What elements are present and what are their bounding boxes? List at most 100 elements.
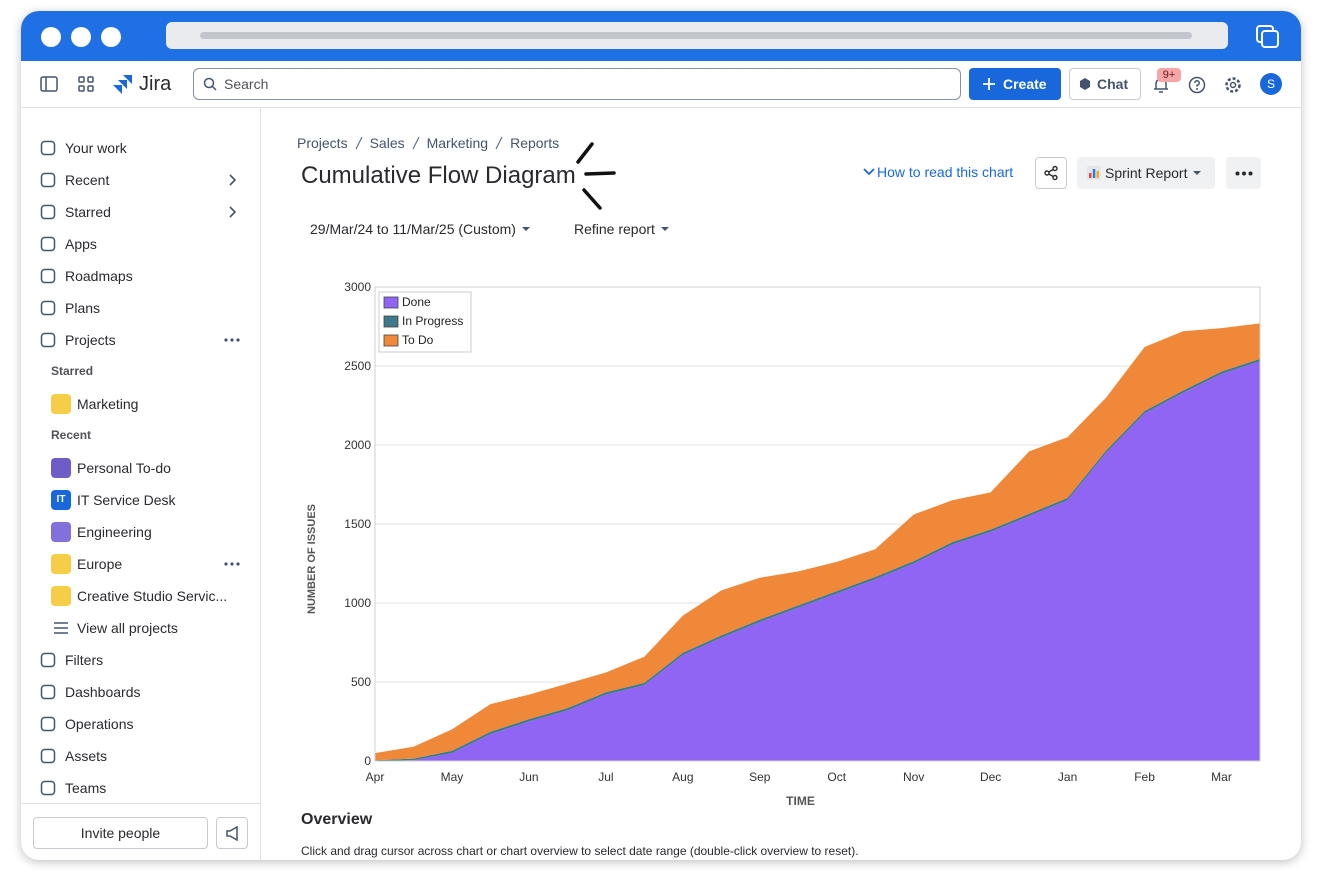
more-dot	[224, 562, 228, 566]
jira-logo[interactable]	[112, 73, 134, 95]
breadcrumb[interactable]: Marketing	[426, 135, 489, 151]
chevron-down	[863, 168, 875, 176]
avatar[interactable]: S	[1260, 73, 1282, 95]
create-button[interactable]: Create	[969, 68, 1061, 100]
more-dot	[236, 562, 240, 566]
y-tick-label: 500	[351, 675, 371, 689]
sidebar-item[interactable]: View all projects	[77, 620, 178, 636]
nav-icon-shape	[40, 780, 56, 796]
refine-text: Refine report	[574, 221, 655, 237]
url-bar[interactable]	[166, 22, 1228, 49]
help-icon[interactable]	[1188, 76, 1206, 94]
nav-icon-shape	[40, 332, 56, 348]
x-tick-label: Feb	[1134, 770, 1155, 784]
nav-icon-shape	[40, 652, 56, 668]
nav-icon	[40, 748, 56, 764]
more-icon	[1235, 171, 1253, 176]
breadcrumb[interactable]: Reports	[510, 135, 560, 151]
chevron-right	[229, 174, 237, 186]
x-tick-label: Apr	[366, 770, 385, 784]
help-link[interactable]: How to read this chart	[877, 164, 1014, 180]
invite-button[interactable]: Invite people	[33, 817, 208, 849]
sidebar-item[interactable]: Personal To-do	[77, 460, 171, 476]
sidebar-item[interactable]: Your work	[65, 140, 127, 156]
sidebar-item[interactable]: Apps	[65, 236, 97, 252]
product-name[interactable]: Jira	[139, 73, 172, 95]
legend-label: Done	[402, 295, 431, 309]
area-series	[375, 323, 1260, 761]
breadcrumb[interactable]: Sales	[369, 135, 405, 151]
app-switcher[interactable]	[78, 76, 94, 92]
project-icon	[51, 522, 71, 542]
settings-icon[interactable]	[1224, 76, 1242, 94]
sidebar-item[interactable]: Recent	[65, 172, 110, 188]
date-range-filter[interactable]: 29/Mar/24 to 11/Mar/25 (Custom)	[310, 219, 530, 239]
sidebar-item[interactable]: Dashboards	[65, 684, 141, 700]
nav-icon-shape	[40, 748, 56, 764]
more-dot	[224, 338, 228, 342]
more-button[interactable]	[1226, 157, 1261, 189]
nav-icon	[40, 652, 56, 668]
nav-icon	[40, 780, 56, 796]
report-text: Sprint Report	[1105, 165, 1188, 181]
sidebar-item[interactable]: Engineering	[77, 524, 152, 540]
sidebar-toggle[interactable]	[40, 76, 58, 92]
search-box[interactable]: Search	[193, 68, 961, 100]
window-dot	[101, 27, 121, 47]
separator-line	[355, 136, 363, 150]
breadcrumb-separator	[412, 136, 420, 150]
chevron-right	[229, 206, 237, 218]
share-button[interactable]	[1035, 157, 1067, 189]
report-dropdown[interactable]: Sprint Report	[1077, 157, 1215, 189]
more-icon	[224, 562, 240, 566]
nav-icon	[40, 268, 56, 284]
y-tick-label: 1000	[344, 596, 371, 610]
sidebar-item[interactable]: IT Service Desk	[77, 492, 176, 508]
x-tick-label: Aug	[672, 770, 693, 784]
nav-icon	[40, 716, 56, 732]
chat-label: Chat	[1097, 76, 1129, 92]
legend-swatch	[383, 296, 399, 309]
sidebar-item[interactable]: Assets	[65, 748, 108, 764]
list-icon	[54, 622, 68, 634]
project-icon	[51, 586, 71, 606]
megaphone-icon	[226, 826, 238, 841]
more-dot	[230, 562, 234, 566]
sidebar-item[interactable]: Projects	[65, 332, 116, 348]
y-tick-label: 3000	[344, 280, 371, 294]
search-icon	[203, 77, 217, 91]
sidebar-item[interactable]: Filters	[65, 652, 104, 668]
sidebar-item[interactable]: Teams	[65, 780, 107, 796]
sidebar-item[interactable]: Creative Studio Servic...	[77, 588, 228, 604]
sidebar-item[interactable]: Europe	[77, 556, 123, 572]
create-label: Create	[1003, 76, 1047, 92]
nav-icon-shape	[40, 236, 56, 252]
tabs-icon[interactable]	[1255, 24, 1281, 50]
sidebar: Invite people Your work Recent Starred Apps…	[21, 108, 261, 860]
nav-icon-shape	[40, 172, 56, 188]
sidebar-item[interactable]: Plans	[65, 300, 101, 316]
separator-line	[495, 136, 503, 150]
notification-badge: 9+	[1157, 68, 1181, 82]
sidebar-item[interactable]: Starred	[65, 204, 111, 220]
feedback-button[interactable]	[216, 817, 248, 849]
legend-label: In Progress	[402, 314, 463, 328]
refine-filter[interactable]: Refine report	[574, 219, 669, 239]
breadcrumb[interactable]: Projects	[297, 135, 348, 151]
overview-text: Click and drag cursor across chart or ch…	[301, 844, 859, 858]
sidebar-item[interactable]: Operations	[65, 716, 134, 732]
nav-icon	[40, 332, 56, 348]
area-series	[375, 361, 1260, 761]
x-tick-label: Jan	[1058, 770, 1077, 784]
breadcrumb-separator	[355, 136, 363, 150]
chat-icon	[1080, 78, 1090, 90]
x-tick-label: Nov	[903, 770, 924, 784]
chat-button[interactable]: Chat	[1069, 68, 1141, 100]
nav-icon	[40, 204, 56, 220]
loading-marks	[576, 142, 616, 210]
sidebar-item[interactable]: Roadmaps	[65, 268, 133, 284]
separator-line	[412, 136, 420, 150]
sidebar-item[interactable]: Marketing	[77, 396, 139, 412]
caret	[660, 227, 669, 231]
project-icon	[51, 458, 71, 478]
